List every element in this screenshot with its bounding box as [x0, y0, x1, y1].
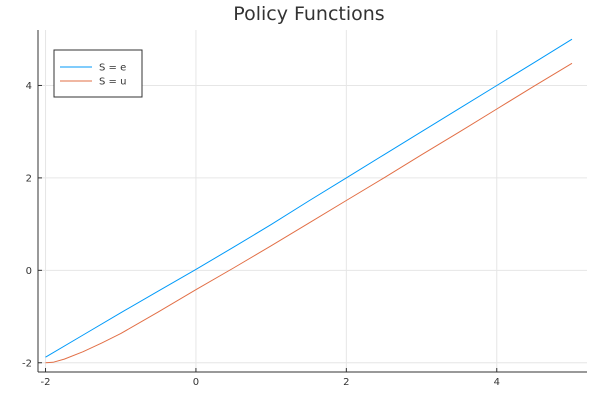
y-tick-label: 4 [26, 81, 32, 92]
y-tick-label: -2 [22, 358, 32, 369]
legend-box [53, 49, 143, 98]
y-tick-label: 0 [26, 266, 32, 277]
x-tick-label: 4 [494, 377, 500, 388]
series-line-s-e [45, 38, 573, 358]
x-tick-label: 0 [193, 377, 199, 388]
chart-title: Policy Functions [233, 3, 384, 25]
series-lines [45, 38, 573, 364]
ticks: -2 0 2 4 -2 0 2 4 [22, 81, 500, 388]
x-tick-label: 2 [343, 377, 349, 388]
y-tick-label: 2 [26, 173, 32, 184]
legend: S = e S = u [53, 49, 143, 98]
axes [37, 30, 587, 373]
x-tick-label: -2 [41, 377, 51, 388]
legend-label-s-e: S = e [99, 63, 126, 74]
series-line-s-u [45, 62, 573, 364]
legend-label-s-u: S = u [99, 77, 126, 88]
